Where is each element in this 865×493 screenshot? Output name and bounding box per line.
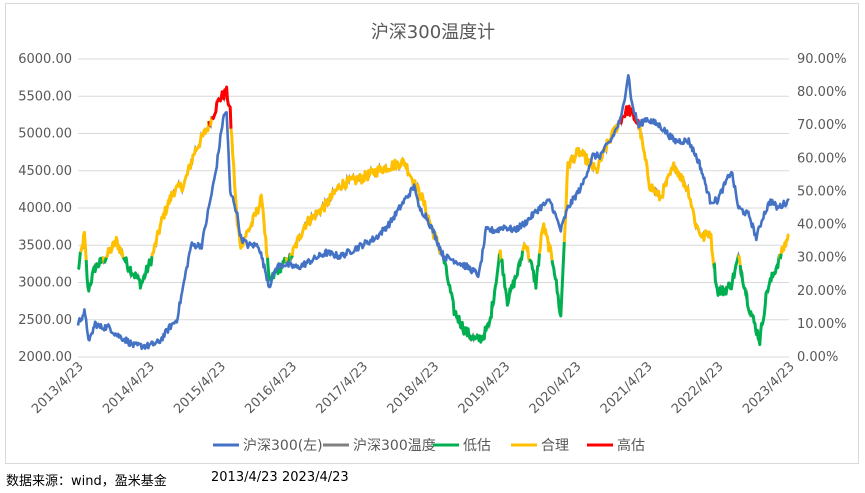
x-axis-tick-label: 2022/4/23 — [669, 359, 727, 417]
right-axis-tick-label: 60.00% — [797, 151, 847, 166]
temperature-zone-low — [499, 250, 525, 307]
temperature-zone-mid — [537, 222, 554, 261]
left-axis-tick-label: 5500.00 — [18, 89, 72, 104]
left-axis-tick-label: 3500.00 — [18, 238, 72, 253]
legend-label: 沪深300(左) — [243, 438, 323, 454]
x-axis-tick-label: 2023/4/23 — [740, 359, 798, 417]
left-axis-tick-label: 2000.00 — [18, 350, 72, 365]
left-axis-tick-label: 5000.00 — [18, 127, 72, 142]
legend: 沪深300(左) 沪深300温度 低估 合理 高估 — [213, 437, 645, 454]
right-axis-tick-label: 70.00% — [797, 118, 847, 133]
legend-item: 沪深300(左) — [213, 438, 323, 454]
legend-item: 沪深300温度 — [323, 438, 436, 454]
x-axis-ticks: 2013/4/23 2014/4/23 2015/4/23 2016/4/23 2017… — [29, 359, 798, 417]
temperature-zone-low — [289, 255, 294, 259]
legend-item: 低估 — [433, 438, 491, 454]
temperature-zone-low — [84, 256, 105, 293]
temperature-zone-mid — [779, 233, 790, 254]
temperature-zone-mid — [521, 242, 531, 262]
grid-lines — [78, 58, 789, 358]
left-axis-tick-label: 2500.00 — [18, 313, 72, 328]
temperature-zone-mid — [637, 124, 716, 266]
data-source-note: 数据来源：wind，盈米基金 — [6, 474, 167, 489]
temperature-zone-low — [738, 254, 781, 347]
temperature-zone-low — [103, 256, 108, 264]
legend-label: 沪深300温度 — [353, 438, 436, 454]
right-axis-tick-label: 10.00% — [797, 317, 847, 332]
legend-label: 合理 — [541, 438, 569, 454]
temperature-line — [77, 86, 790, 345]
temperature-zone-low — [528, 253, 541, 290]
left-axis-ticks: 6000.00 5500.00 5000.00 4500.00 4000.00 3500.… — [18, 52, 72, 365]
temperature-zone-mid — [229, 128, 269, 259]
x-axis-tick-label: 2020/4/23 — [527, 359, 585, 417]
legend-label: 低估 — [463, 438, 491, 454]
left-axis-tick-label: 3000.00 — [18, 276, 72, 291]
right-axis-tick-label: 90.00% — [797, 52, 847, 67]
right-axis-tick-label: 0.00% — [797, 350, 838, 365]
right-axis-tick-label: 50.00% — [797, 184, 847, 199]
temperature-zone-mid — [105, 235, 125, 259]
x-axis-tick-label: 2019/4/23 — [456, 359, 514, 417]
x-axis-tick-label: 2017/4/23 — [313, 359, 371, 417]
temperature-zone-mid — [290, 157, 445, 259]
temperature-zone-low — [76, 251, 82, 271]
end-date-note: 2023/4/23 — [282, 470, 349, 485]
chart-svg: 沪深300温度计 6000.00 5500.00 5000.00 4500.00 400… — [18, 22, 847, 454]
chart-title: 沪深300温度计 — [371, 22, 495, 43]
right-axis-tick-label: 30.00% — [797, 251, 847, 266]
temperature-zone-high — [210, 85, 233, 129]
x-axis-tick-label: 2014/4/23 — [100, 359, 158, 417]
right-axis-tick-label: 80.00% — [797, 85, 847, 100]
temperature-zone-low — [442, 253, 501, 344]
left-axis-tick-label: 4500.00 — [18, 164, 72, 179]
temperature-zone-mid — [737, 254, 742, 266]
temperature-series — [76, 85, 790, 347]
right-axis-ticks: 90.00% 80.00% 70.00% 60.00% 50.00% 40.00% 30.0… — [797, 52, 847, 365]
x-axis-tick-label: 2018/4/23 — [385, 359, 443, 417]
legend-label: 高估 — [617, 437, 645, 454]
index-line — [76, 74, 790, 351]
temperature-zone-mid — [150, 120, 211, 257]
temperature-zone-mid — [498, 249, 503, 263]
temperature-zone-low — [550, 241, 566, 318]
start-date-note: 2013/4/23 — [211, 470, 278, 485]
legend-item: 高估 — [587, 437, 645, 454]
index-series — [76, 74, 790, 351]
chart-frame: 沪深300温度计 6000.00 5500.00 5000.00 4500.00 400… — [5, 3, 859, 464]
left-axis-tick-label: 6000.00 — [18, 52, 72, 67]
x-axis-tick-label: 2016/4/23 — [242, 359, 300, 417]
temperature-zone-low — [778, 253, 783, 260]
right-axis-tick-label: 20.00% — [797, 284, 847, 299]
legend-item: 合理 — [511, 438, 569, 454]
temperature-zone-low — [122, 256, 154, 290]
temperature-zone-low — [712, 254, 740, 297]
x-axis-tick-label: 2021/4/23 — [598, 359, 656, 417]
x-axis-tick-label: 2013/4/23 — [29, 359, 87, 417]
left-axis-tick-label: 4000.00 — [18, 201, 72, 216]
temperature-zone-mid — [79, 230, 88, 261]
right-axis-tick-label: 40.00% — [797, 218, 847, 233]
x-axis-tick-label: 2015/4/23 — [171, 359, 229, 417]
